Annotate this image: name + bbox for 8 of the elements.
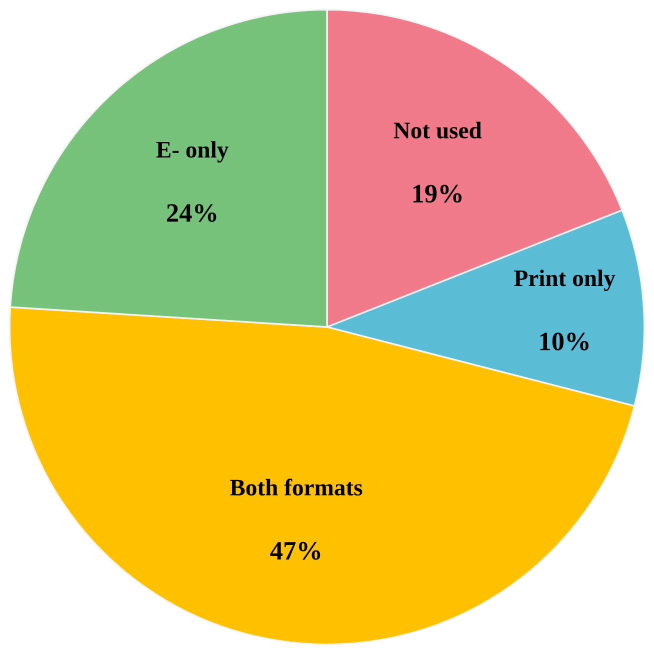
slice-label: Print only	[514, 270, 616, 292]
data-label: 10%	[540, 332, 588, 350]
data-label: 47%	[270, 542, 320, 560]
slice-label: Not used	[394, 122, 482, 138]
slice-label: E- only	[156, 141, 228, 163]
data-label: 19%	[413, 184, 462, 203]
slice-label: Both formats	[230, 478, 362, 496]
data-label: 24%	[167, 204, 216, 222]
